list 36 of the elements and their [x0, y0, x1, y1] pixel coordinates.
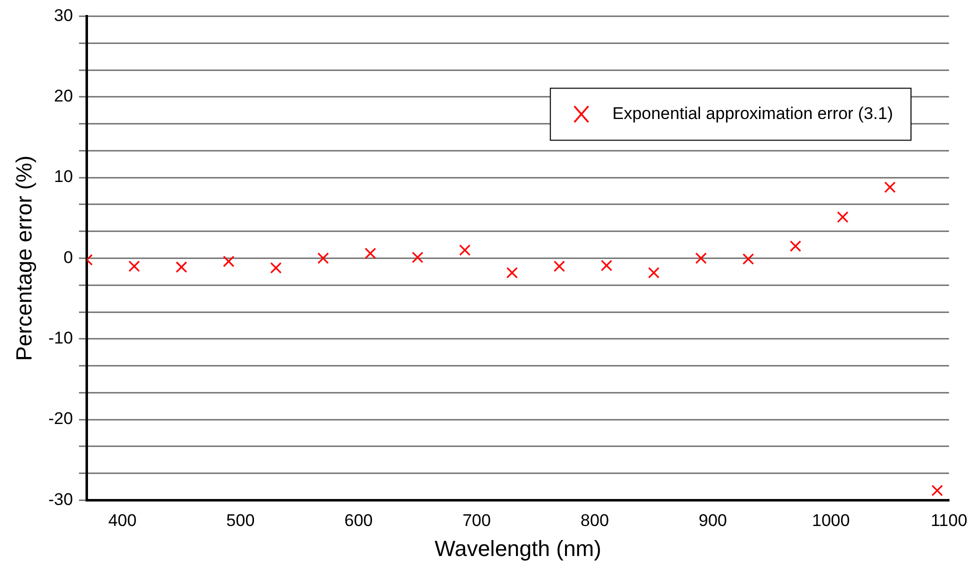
point — [836, 211, 848, 223]
point — [412, 252, 424, 264]
x-tick-label: 700 — [462, 511, 491, 530]
point — [176, 261, 188, 273]
x-tick-label: 1000 — [812, 511, 850, 530]
point — [317, 252, 329, 264]
point — [931, 484, 943, 496]
x-tick-label: 500 — [226, 511, 255, 530]
y-tick-label: 30 — [54, 6, 73, 25]
point — [506, 266, 518, 278]
y-tick-label: -10 — [48, 328, 73, 348]
point — [648, 266, 660, 278]
x-axis-title: Wavelength (nm) — [434, 536, 602, 561]
point — [790, 240, 802, 252]
x-tick-label: 600 — [344, 511, 373, 530]
point — [600, 260, 612, 272]
y-tick-label: -20 — [48, 409, 73, 428]
point — [128, 260, 140, 272]
x-tick-label: 900 — [698, 511, 728, 530]
y-tick-label: 20 — [54, 86, 73, 106]
legend-label: Exponential approximation error (3.1) — [612, 104, 894, 123]
y-tick-label: 0 — [64, 248, 73, 267]
point — [459, 244, 471, 256]
x-tick-label: 800 — [580, 511, 609, 530]
point — [742, 253, 754, 265]
y-axis-title: Percentage error (%) — [11, 155, 36, 361]
y-tick-label: -30 — [48, 490, 73, 509]
point — [884, 181, 896, 193]
point — [695, 252, 707, 264]
x-tick-label: 400 — [108, 511, 137, 530]
x-tick-label: 1100 — [930, 511, 968, 530]
point — [364, 248, 376, 260]
point — [270, 262, 282, 274]
y-tick-label: 10 — [54, 167, 73, 186]
point — [554, 260, 566, 272]
point — [222, 256, 234, 268]
